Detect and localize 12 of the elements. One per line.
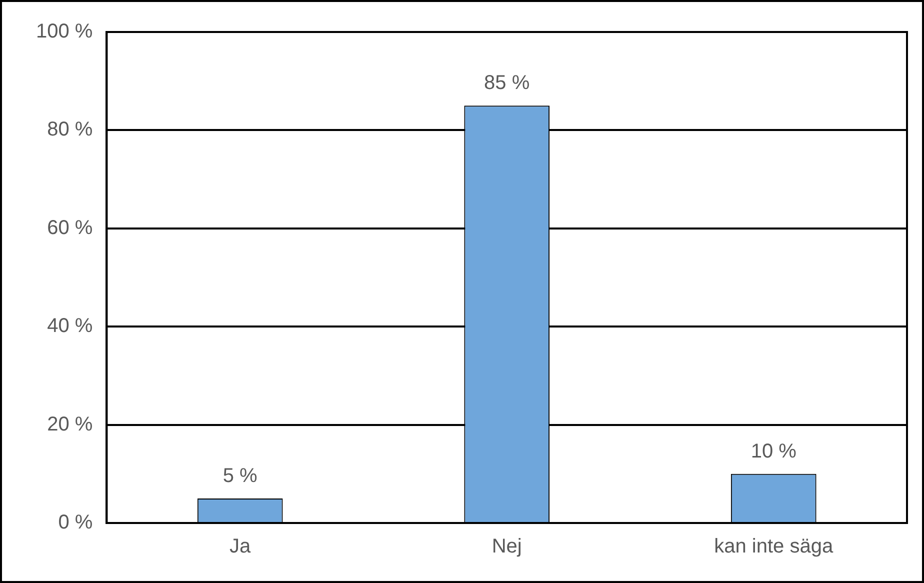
y-tick-label: 40 % xyxy=(47,315,93,338)
y-tick-label: 20 % xyxy=(47,413,93,436)
data-label: 85 % xyxy=(484,72,530,94)
data-label: 10 % xyxy=(750,440,797,462)
y-tick-label: 0 % xyxy=(58,512,93,534)
data-label: 5 % xyxy=(222,464,258,487)
x-tick-label: Nej xyxy=(492,536,522,558)
x-tick-label: Ja xyxy=(230,536,252,558)
y-tick-label: 60 % xyxy=(47,216,93,239)
y-tick-label: 80 % xyxy=(47,118,93,141)
x-tick-label: kan inte säga xyxy=(714,536,834,558)
y-tick-label: 100 % xyxy=(36,20,93,43)
